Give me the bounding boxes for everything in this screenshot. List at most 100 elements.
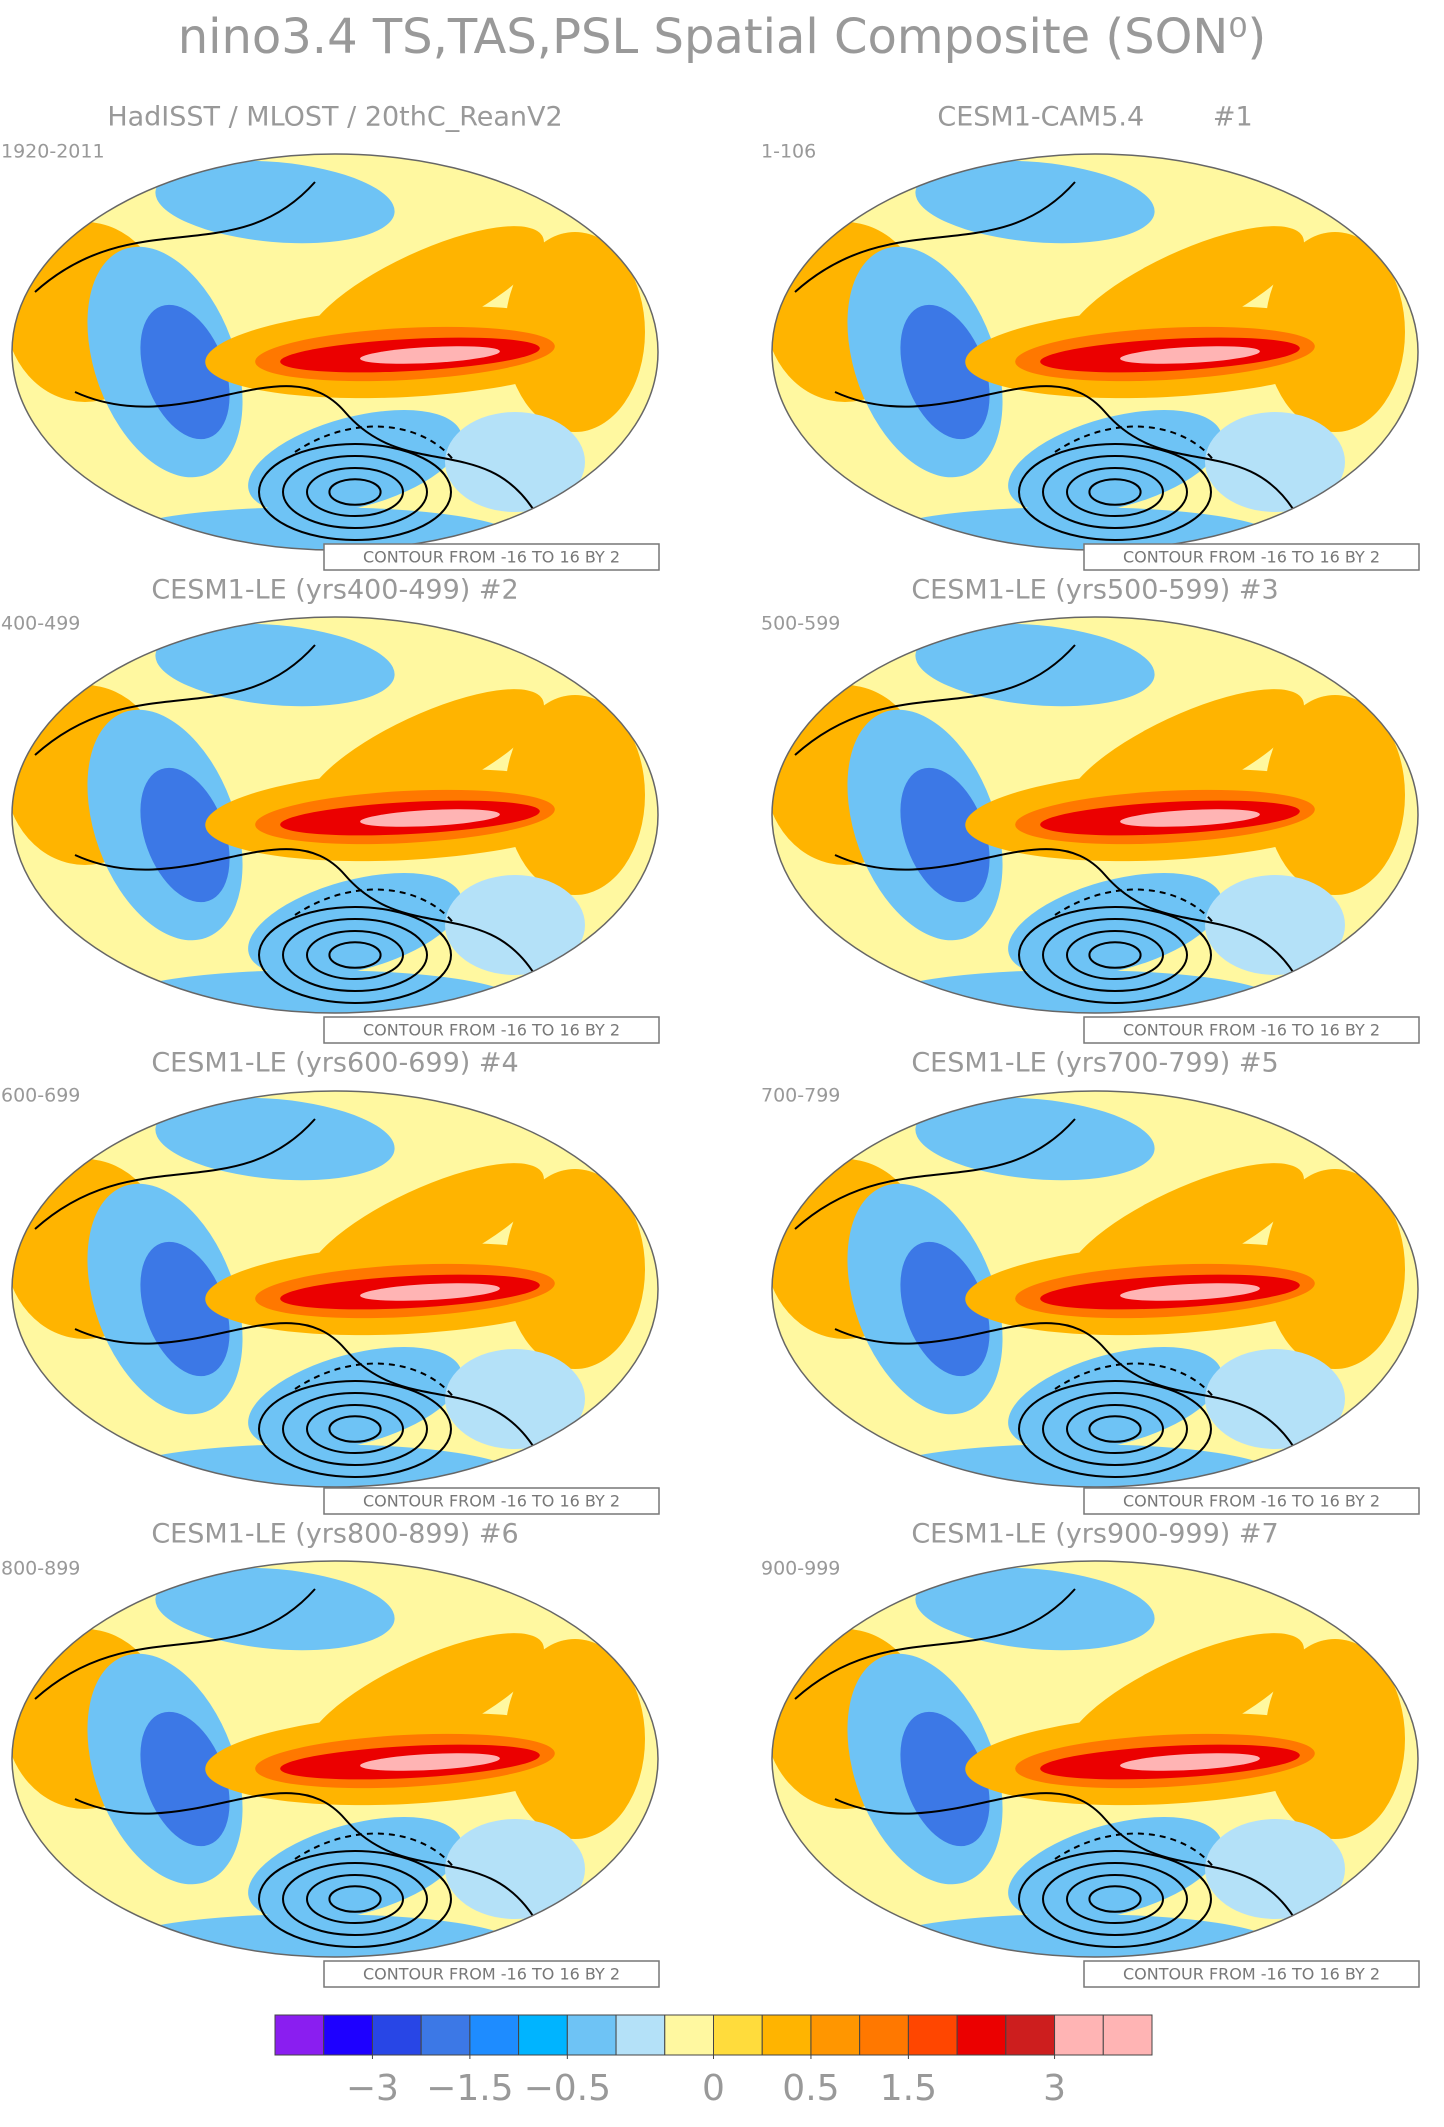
panel-period: 900-999 [761,1558,840,1580]
psl-contour [328,1885,382,1913]
colorbar-box [664,2014,714,2056]
colorbar-box [615,2014,666,2056]
note-text: CONTOUR FROM -16 TO 16 BY 2 [1123,1965,1380,1984]
psl-contour [1088,1415,1142,1443]
anomaly-patch [360,346,500,364]
panel-title: CESM1-LE (yrs600-699) #4 [151,1048,518,1079]
psl-contour [306,1874,404,1924]
psl-contour [282,1862,428,1936]
panel-title: CESM1-LE (yrs700-799) #5 [911,1048,1278,1079]
colorbar-box [859,2014,909,2056]
anomaly-patch [1120,1753,1260,1771]
panel-title: CESM1-LE (yrs900-999) #7 [911,1519,1278,1550]
anomaly-patch [155,1567,395,1651]
psl-contour [294,1362,456,1400]
psl-contour [258,1380,452,1478]
anomaly-patch [915,1097,1155,1181]
note-text: CONTOUR FROM -16 TO 16 BY 2 [363,1021,620,1040]
colorbar-box [761,2014,812,2056]
anomaly-patch [155,160,395,244]
panel-period: 700-799 [761,1085,840,1107]
anomaly-patch [875,1914,1275,1957]
note-box [1083,1016,1420,1044]
psl-contour [834,848,1296,976]
note-box [323,1016,660,1044]
psl-contour [74,848,536,976]
colorbar-label: 1.5 [880,2068,937,2109]
anomaly-patch [360,1753,500,1771]
colorbar-box [274,2014,325,2056]
panel-period: 1920-2011 [1,141,105,163]
psl-contour [258,906,452,1004]
anomaly-patch [1120,346,1260,364]
colorbar-label: −1.5 [426,2068,513,2109]
map-border [771,616,1419,1014]
psl-contour [1018,443,1212,541]
panel-period: 1-106 [761,141,816,163]
note-text: CONTOUR FROM -16 TO 16 BY 2 [363,1492,620,1511]
map [12,617,658,1013]
psl-contour [834,385,1296,513]
psl-contour [1066,1874,1164,1924]
note-text: CONTOUR FROM -16 TO 16 BY 2 [363,548,620,567]
psl-contour [306,1404,404,1454]
psl-contour [1018,906,1212,1004]
psl-contour [294,1832,456,1870]
psl-contour [306,467,404,517]
psl-contour [1042,1392,1188,1466]
colorbar-box [1005,2014,1056,2056]
map-border [11,1090,659,1488]
psl-contour [328,941,382,969]
panel-title: CESM1-LE (yrs400-499) #2 [151,575,518,606]
psl-contour [306,930,404,980]
colorbar-box [371,2014,422,2056]
psl-contour [282,918,428,992]
anomaly-patch [445,875,585,975]
psl-contour [1088,941,1142,969]
anomaly-patch [248,873,462,977]
note-box [1083,1960,1420,1988]
psl-contour [1042,918,1188,992]
anomaly-patch [155,623,395,707]
colorbar-box [1054,2014,1104,2056]
psl-contour [1088,1885,1142,1913]
panel-title: CESM1-CAM5.4 #1 [937,102,1252,133]
psl-contour [282,455,428,529]
colorbar-box [713,2014,763,2056]
panel-title: CESM1-LE (yrs800-899) #6 [151,1519,518,1550]
anomaly-patch [1205,1349,1345,1449]
anomaly-patch [445,412,585,512]
psl-contour [282,1392,428,1466]
anomaly-patch [360,1283,500,1301]
anomaly-patch [1008,1347,1222,1451]
anomaly-patch [1008,410,1222,514]
psl-contour [258,1850,452,1948]
psl-contour [34,644,316,756]
anomaly-patch [445,1819,585,1919]
map [12,154,658,550]
anomaly-patch [915,623,1155,707]
anomaly-patch [1008,873,1222,977]
psl-contour [328,478,382,506]
colorbar-label: −3 [346,2068,399,2109]
psl-contour [794,644,1076,756]
map-border [11,1560,659,1958]
anomaly-patch [248,410,462,514]
colorbar-label: 3 [1043,2068,1066,2109]
colorbar-label: 0 [702,2068,725,2109]
psl-contour [294,425,456,463]
anomaly-patch [115,1444,515,1487]
psl-contour [34,1118,316,1230]
anomaly-patch [875,507,1275,550]
map [772,154,1418,550]
colorbar-label: −0.5 [524,2068,611,2109]
note-box [323,543,660,571]
psl-contour [74,1792,536,1920]
psl-contour [1018,1850,1212,1948]
note-text: CONTOUR FROM -16 TO 16 BY 2 [363,1965,620,1984]
psl-contour [74,385,536,513]
psl-contour [74,1322,536,1450]
psl-contour [1066,467,1164,517]
psl-contour [794,181,1076,293]
